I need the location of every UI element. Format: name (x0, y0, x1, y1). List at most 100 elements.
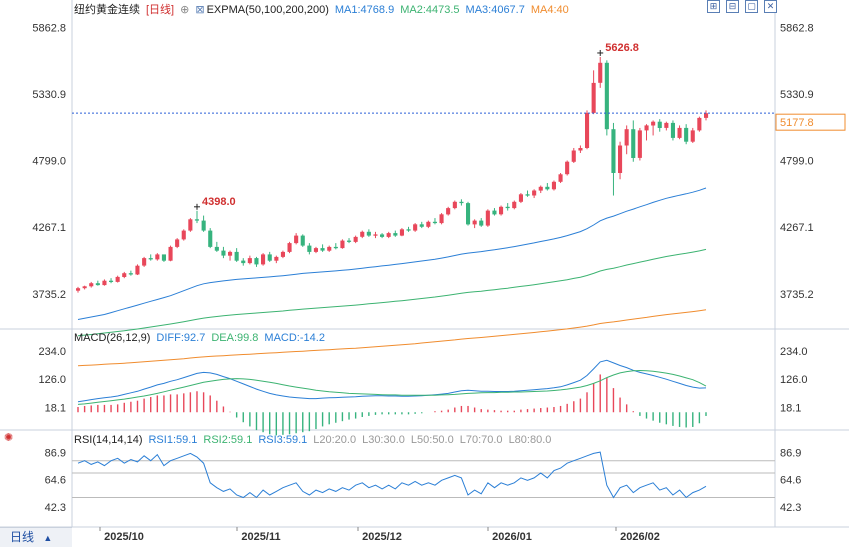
candle-body (109, 280, 114, 282)
candlestick (499, 205, 504, 216)
settings-icon[interactable]: ✺ (4, 432, 14, 444)
candle-body (565, 161, 570, 175)
x-axis-date-label: 2025/12 (362, 531, 402, 543)
candlestick (578, 145, 583, 153)
close-icon[interactable]: ✕ (764, 0, 777, 13)
macd-legend: MACD(26,12,9) DIFF:92.7 DEA:99.8 MACD:-1… (74, 331, 325, 345)
candle-body (538, 186, 543, 191)
candle-body (353, 236, 358, 242)
candlestick (313, 246, 318, 254)
candlestick (637, 127, 642, 161)
candle-body (452, 201, 457, 209)
zoom-in-icon[interactable]: ⊞ (707, 0, 720, 13)
candlestick (188, 218, 193, 232)
rsi-l30: L30:30.0 (362, 434, 405, 446)
rsi-tick-label-left: 64.6 (45, 475, 66, 487)
candle-body (89, 283, 94, 287)
candlestick (690, 127, 695, 143)
candle-body (578, 148, 583, 151)
candle-body (313, 248, 318, 252)
candlestick (551, 180, 556, 191)
candle-body (446, 208, 451, 215)
period-selector-button[interactable]: 日线 ▲ (0, 527, 72, 547)
ma2-value: MA2:4473.5 (400, 4, 460, 16)
candlestick (558, 173, 563, 184)
candle-body (76, 288, 81, 291)
candle-body (499, 206, 504, 215)
candlestick (115, 275, 120, 283)
candle-body (214, 246, 219, 251)
candle-body (300, 235, 305, 246)
expand-icon[interactable]: ▢ (745, 0, 758, 13)
last-price-box (775, 113, 846, 131)
macd-name: MACD(26,12,9) (74, 332, 151, 344)
candle-body (327, 246, 332, 251)
candlestick (651, 120, 656, 136)
candle-body (380, 234, 385, 237)
candle-body (598, 62, 603, 83)
indicator-icon[interactable]: ⊠ (195, 4, 205, 16)
last-price-label: 5177.8 (780, 117, 814, 129)
candlestick (201, 215, 206, 232)
candle-body (393, 233, 398, 236)
candlestick (168, 245, 173, 262)
candle-body (254, 258, 259, 265)
candle-body (525, 194, 530, 196)
candle-body (208, 230, 213, 247)
candle-body (280, 251, 285, 257)
candle-body (241, 260, 246, 264)
candle-body (677, 127, 682, 138)
candle-body (287, 243, 292, 252)
ma1-value: MA1:4768.9 (334, 4, 395, 16)
candlestick (333, 243, 338, 250)
candlestick (353, 235, 358, 244)
candlestick (234, 248, 239, 262)
candle-body (492, 210, 497, 215)
candle-body (221, 250, 226, 256)
candlestick (439, 213, 444, 225)
candle-body (518, 194, 523, 202)
candlestick (148, 254, 153, 261)
candlestick (419, 221, 424, 229)
x-axis-date-label: 2026/02 (620, 531, 660, 543)
candlestick (545, 183, 550, 191)
candle-body (135, 265, 140, 275)
candle-body (366, 231, 371, 236)
rsi-line (77, 451, 707, 499)
candlestick (505, 203, 510, 211)
candlestick (565, 160, 570, 176)
macd-value: MACD:-14.2 (264, 332, 325, 344)
candle-body (261, 254, 266, 265)
candle-body (142, 258, 147, 266)
candlestick (102, 279, 107, 286)
candlestick (175, 238, 180, 249)
candle-body (505, 206, 510, 209)
candle-body (551, 181, 556, 190)
candle-body (247, 258, 252, 264)
candlestick (76, 286, 81, 293)
candle-body (637, 130, 642, 158)
rsi1-value: RSI1:59.1 (148, 434, 198, 446)
panel-controls: ⊞ ⊟ ▢ ✕ (707, 0, 777, 13)
rsi-tick-label-right: 64.6 (780, 475, 801, 487)
candlestick (393, 230, 398, 237)
candle-body (122, 273, 127, 277)
candle-body (399, 229, 404, 236)
candlestick (380, 233, 385, 239)
candlestick (307, 243, 312, 255)
candle-body (228, 251, 233, 256)
add-indicator-icon[interactable]: ⊕ (180, 4, 190, 16)
candle-body (432, 221, 437, 224)
macd-dea: DEA:99.8 (211, 332, 259, 344)
zoom-out-icon[interactable]: ⊟ (726, 0, 739, 13)
candlestick (373, 231, 378, 239)
candle-body (102, 280, 107, 286)
candlestick (618, 141, 623, 180)
candle-body (181, 230, 186, 240)
candlestick (532, 189, 537, 199)
candle-body (618, 145, 623, 173)
macd-tick-label-left: 18.1 (45, 402, 66, 414)
candlestick (426, 220, 431, 229)
candlestick (644, 124, 649, 141)
